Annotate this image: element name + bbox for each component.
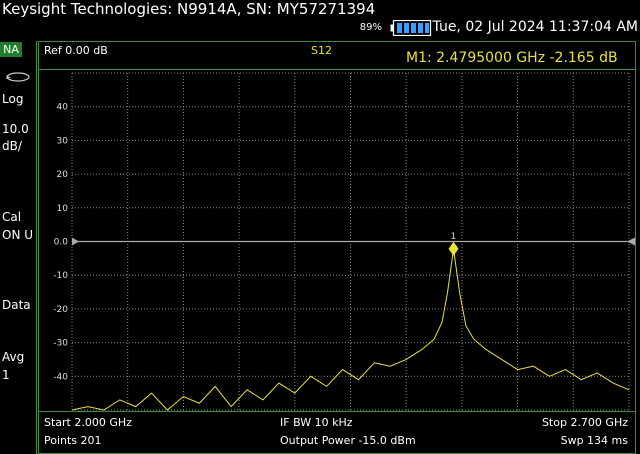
- scale-type-label[interactable]: Log: [2, 92, 24, 106]
- mode-badge[interactable]: NA: [0, 42, 22, 57]
- y-tick-label: 20: [57, 170, 69, 180]
- marker-diamond-icon: [448, 241, 459, 256]
- datetime: Tue, 02 Jul 2024 11:37:04 AM: [432, 19, 638, 35]
- reference-right-arrow-icon: [627, 237, 635, 246]
- scale-value-label[interactable]: 10.0: [2, 122, 29, 136]
- avg-value-label: 1: [2, 368, 10, 382]
- left-panel: [0, 41, 37, 454]
- plot-header-bar: [38, 41, 636, 69]
- y-tick-label: 10: [57, 204, 69, 214]
- start-frequency-label[interactable]: Start 2.000 GHz: [44, 416, 132, 429]
- avg-label[interactable]: Avg: [2, 350, 25, 364]
- y-tick-label: 0.0: [54, 238, 69, 248]
- battery-icon: [390, 19, 432, 37]
- points-label[interactable]: Points 201: [44, 434, 102, 447]
- y-tick-label: 30: [57, 136, 69, 146]
- output-power-label[interactable]: Output Power -15.0 dBm: [280, 434, 416, 447]
- trace-line: [71, 248, 630, 411]
- sweep-time-label[interactable]: Swp 134 ms: [560, 434, 628, 447]
- reference-left-arrow-icon: [72, 237, 79, 246]
- marker-readout: M1: 2.4795000 GHz -2.165 dB: [406, 50, 618, 66]
- ref-level-label[interactable]: Ref 0.00 dB: [44, 44, 108, 57]
- battery-percent: 89%: [359, 22, 382, 33]
- scale-unit-label: dB/: [2, 139, 22, 153]
- trace-parameter-label[interactable]: S12: [311, 44, 332, 57]
- sweep-continuous-icon: [4, 68, 32, 87]
- trace-plot[interactable]: 40 30 20 10 0.0 -10 -20 -30 -40 1: [38, 69, 636, 412]
- stop-frequency-label[interactable]: Stop 2.700 GHz: [541, 416, 628, 429]
- if-bandwidth-label[interactable]: IF BW 10 kHz: [280, 416, 353, 429]
- y-tick-label: 40: [57, 103, 69, 113]
- y-tick-label: -20: [53, 305, 68, 315]
- cal-label[interactable]: Cal: [2, 210, 22, 224]
- data-label[interactable]: Data: [2, 298, 31, 312]
- y-tick-label: -10: [53, 271, 68, 281]
- marker-label: 1: [451, 232, 457, 242]
- cal-state-label: ON U: [2, 228, 34, 242]
- app-title: Keysight Technologies: N9914A, SN: MY572…: [2, 0, 376, 18]
- y-tick-label: -30: [53, 339, 68, 349]
- y-tick-label: -40: [53, 372, 68, 382]
